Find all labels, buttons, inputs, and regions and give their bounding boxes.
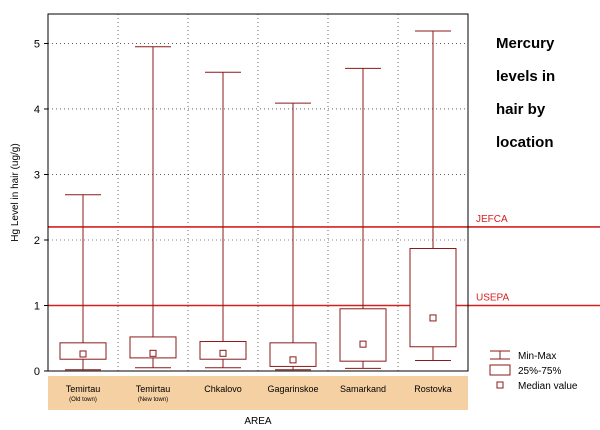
iqr-box	[129, 336, 177, 359]
y-tick-label: 2	[34, 235, 40, 247]
category-label: Rostovka	[414, 384, 452, 394]
legend-item-box: 25%-75%	[489, 364, 561, 377]
y-tick-label: 3	[34, 169, 40, 181]
legend-label: Min-Max	[518, 351, 556, 362]
box-3	[269, 102, 317, 371]
category-label: Temirtau	[66, 384, 101, 394]
category-label: Temirtau	[136, 384, 171, 394]
chart-title-line: levels in	[496, 68, 555, 85]
category-label: Chkalovo	[204, 384, 242, 394]
median-marker	[79, 350, 87, 358]
box-0	[59, 194, 107, 371]
box-4	[339, 67, 387, 369]
plot-frame	[47, 13, 469, 372]
iqr-box	[339, 308, 387, 362]
y-tick-label: 4	[34, 104, 40, 116]
reference-label-jefca: JEFCA	[476, 214, 508, 225]
median-marker	[219, 349, 227, 357]
box-2	[199, 71, 247, 369]
legend-label: Median value	[518, 381, 578, 392]
category-sublabel: (New town)	[138, 397, 168, 403]
median-marker	[429, 314, 437, 322]
reference-label-usepa: USEPA	[476, 292, 509, 303]
median-marker	[359, 340, 367, 348]
category-sublabel: (Old town)	[69, 397, 97, 403]
legend-item-whisker: Min-Max	[490, 350, 556, 362]
legend-item-point: Median value	[496, 381, 578, 392]
legend-label: 25%-75%	[518, 366, 561, 377]
x-axis-label: AREA	[244, 416, 272, 427]
y-tick-label: 0	[34, 366, 40, 378]
y-tick-label: 5	[34, 38, 40, 50]
y-tick-label: 1	[34, 300, 40, 312]
chart-title-line: hair by	[496, 101, 546, 118]
box-5	[409, 30, 457, 362]
category-band	[48, 376, 468, 410]
iqr-box	[409, 248, 457, 348]
iqr-box	[269, 342, 317, 367]
category-label: Samarkand	[340, 384, 386, 394]
median-marker	[289, 356, 297, 364]
chart-title-line: location	[496, 134, 554, 151]
box-1	[129, 46, 177, 369]
chart-title-line: Mercury	[496, 35, 555, 52]
category-label: Gagarinskoe	[267, 384, 318, 394]
median-marker	[149, 349, 157, 357]
y-axis-label: Hg Level in hair (ug/g)	[10, 143, 21, 241]
